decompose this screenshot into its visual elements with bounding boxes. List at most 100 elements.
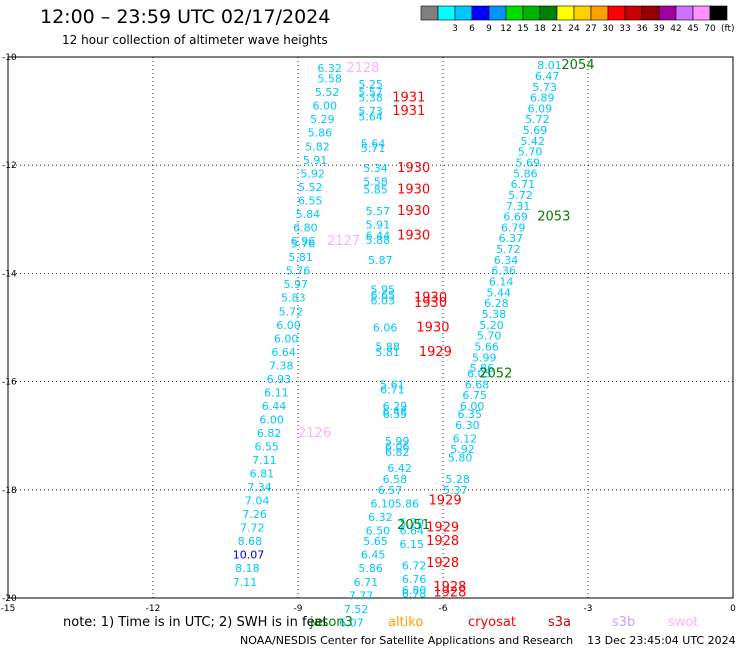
wave-height-label: 5.66: [474, 340, 499, 353]
color-bin-label: 39: [653, 24, 665, 34]
wave-height-label: 6.50: [366, 524, 391, 537]
wave-height-label: 6.69: [503, 211, 527, 224]
wave-height-label: 6.71: [380, 384, 405, 397]
wave-height-label: 5.64: [358, 111, 383, 124]
wave-height-label: 6.71: [354, 576, 379, 589]
wave-height-label: 5.65: [363, 535, 388, 548]
chart-title: 12:00 – 23:59 UTC 02/17/2024: [40, 6, 331, 28]
wave-height-label: 6.57: [378, 484, 403, 497]
wave-height-label: 6.42: [387, 462, 412, 475]
wave-height-label: 7.77: [349, 589, 374, 602]
footer-credit: NOAA/NESDIS Center for Satellite Applica…: [240, 634, 736, 647]
wave-height-label: 10.07: [233, 549, 265, 562]
wave-height-label: 5.83: [281, 292, 306, 305]
wave-height-label: 5.95: [371, 284, 396, 297]
legend-item-swot: swot: [668, 615, 698, 630]
wave-height-label: 5.99: [385, 435, 410, 448]
wave-height-label: 6.03: [371, 294, 396, 307]
wave-height-label: 5.61: [380, 378, 405, 391]
wave-height-label: 6.15: [400, 538, 425, 551]
wave-height-label: 5.69: [516, 156, 541, 169]
wave-height-label: 5.38: [482, 308, 507, 321]
color-bin: [607, 5, 626, 21]
wave-height-label: 6.47: [535, 70, 560, 83]
wave-height-label: 5.57: [366, 205, 391, 218]
y-tick-label: -16: [2, 378, 17, 388]
wave-height-label: 6.12: [453, 432, 478, 445]
x-tick-label: -6: [439, 604, 448, 614]
wave-height-label: 5.58: [363, 175, 388, 188]
wave-height-label: 5.57: [358, 86, 383, 99]
wave-height-label: 6.10: [371, 497, 396, 510]
wave-height-label: 5.44: [487, 286, 512, 299]
wave-height-label: 5.70: [518, 146, 543, 159]
color-bin: [658, 5, 677, 21]
wave-height-label: 5.86: [308, 127, 333, 140]
wave-height-label: 8.01: [537, 59, 562, 72]
wave-height-label: 5.88: [366, 234, 391, 247]
wave-height-label: 5.92: [300, 167, 325, 180]
pass-id-label: 1929: [426, 521, 459, 536]
wave-height-label: 6.72: [402, 560, 427, 573]
color-bin: [522, 5, 541, 21]
wave-height-label: 6.11: [264, 386, 289, 399]
wave-height-label: 5.72: [508, 189, 533, 202]
wave-height-label: 6.68: [465, 378, 490, 391]
wave-height-label: 7.38: [269, 359, 294, 372]
wave-height-labels: 6.325.585.526.005.295.865.825.915.925.52…: [233, 58, 595, 629]
pass-id-label: 1929: [419, 345, 452, 360]
wave-height-label: 5.29: [310, 113, 335, 126]
wave-height-label: 7.31: [506, 200, 531, 213]
wave-height-label: 6.71: [511, 178, 535, 191]
color-bin-label: 21: [551, 24, 562, 34]
color-bin: [709, 5, 728, 21]
pass-id-label: 1931: [392, 91, 425, 106]
wave-height-label: 7.11: [233, 576, 258, 589]
wave-height-label: 6.82: [257, 427, 282, 440]
wave-height-label: 5.52: [315, 86, 340, 99]
wave-height-label: 5.82: [305, 140, 330, 153]
pass-id-label: 1930: [414, 291, 447, 306]
legend-note: note: 1) Time is in UTC; 2) SWH is in fe…: [63, 615, 328, 630]
pass-id-label: 1928: [426, 556, 459, 571]
chart-subtitle: 12 hour collection of altimeter wave hei…: [62, 33, 328, 47]
color-bin: [437, 5, 456, 21]
wave-height-label: 5.34: [363, 162, 388, 175]
color-scale-legend: 3 6 9 12 15 18 21 24 27 30 33 36 39 42 45 70 (ft): [420, 5, 735, 34]
wave-height-label: 6.00: [276, 319, 301, 332]
legend-item-s3b: s3b: [612, 615, 635, 630]
color-bin-label: 27: [585, 24, 596, 34]
wave-height-label: 6.00: [460, 400, 485, 413]
wave-height-label: 5.72: [279, 305, 304, 318]
wave-height-label: 5.81: [375, 346, 400, 359]
wave-height-label: 6.93: [267, 373, 292, 386]
wave-height-label: 6.06: [385, 441, 410, 454]
wave-height-label: 6.89: [530, 92, 555, 105]
wave-height-label: 5.80: [448, 451, 473, 464]
legend-item-s3a: s3a: [548, 615, 571, 630]
wave-height-label: 6.44: [366, 230, 391, 243]
color-bin-label: 42: [670, 24, 681, 34]
color-bin-label: 45: [687, 24, 698, 34]
plot-axes: -15 -12 -9 -6 -3 0 -10 -12 -14 -16 -18 -20: [1, 53, 736, 614]
wave-height-label: 5.20: [479, 319, 504, 332]
wave-height-label: 5.81: [288, 251, 313, 264]
wave-height-label: 6.35: [458, 408, 483, 421]
color-bin-label: 3: [452, 24, 458, 34]
wave-height-label: 5.88: [375, 340, 400, 353]
wave-height-label: 6.75: [462, 389, 487, 402]
wave-height-label: 5.73: [358, 105, 383, 118]
wave-height-label: 5.64: [361, 138, 386, 151]
wave-height-label: 6.96: [291, 235, 316, 248]
y-tick-label: -20: [2, 594, 17, 604]
color-bin: [556, 5, 575, 21]
wave-height-label: 6.58: [383, 473, 408, 486]
wave-height-label: 6.55: [383, 408, 408, 421]
wave-height-label: 5.97: [284, 278, 309, 291]
y-tick-label: -14: [2, 269, 17, 279]
color-bin: [590, 5, 609, 21]
x-tick-label: -12: [146, 604, 161, 614]
wave-height-label: 5.76: [291, 238, 316, 251]
wave-height-label: 5.42: [520, 135, 545, 148]
